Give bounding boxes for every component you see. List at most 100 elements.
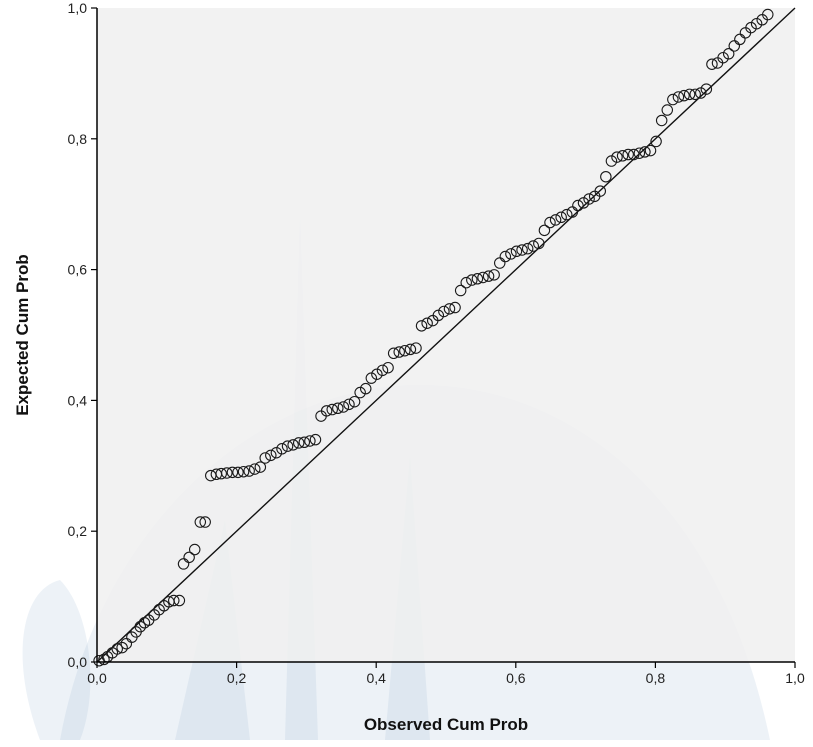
data-point xyxy=(399,344,411,357)
data-point xyxy=(415,320,428,332)
data-point xyxy=(527,240,539,252)
data-point xyxy=(583,193,595,205)
data-point xyxy=(320,405,333,417)
data-point xyxy=(505,248,517,260)
data-point xyxy=(655,114,668,127)
data-point xyxy=(281,440,294,452)
data-point xyxy=(611,151,623,163)
data-point xyxy=(226,466,239,479)
data-point xyxy=(292,437,305,449)
data-point xyxy=(343,398,355,411)
x-tick-label: 0,2 xyxy=(227,670,247,686)
data-point xyxy=(622,148,634,161)
data-point xyxy=(689,88,701,101)
data-point xyxy=(639,146,651,158)
data-point xyxy=(309,433,322,446)
data-point xyxy=(116,641,128,654)
data-point xyxy=(700,83,713,95)
data-point xyxy=(232,466,244,479)
data-point xyxy=(544,216,556,229)
y-tick-label: 0,4 xyxy=(68,392,88,408)
watermark-blob xyxy=(22,580,91,740)
data-point xyxy=(304,435,316,447)
x-tick-label: 0,8 xyxy=(646,670,666,686)
data-point xyxy=(616,150,629,162)
data-point xyxy=(287,439,299,451)
data-point xyxy=(762,8,774,21)
x-tick-label: 1,0 xyxy=(785,670,805,686)
data-point xyxy=(499,250,512,263)
points-layer xyxy=(93,8,774,667)
data-point xyxy=(516,244,528,256)
data-point xyxy=(449,301,461,314)
reference-line-layer xyxy=(96,7,796,663)
data-point xyxy=(460,276,472,289)
data-point xyxy=(221,467,233,479)
data-point xyxy=(98,653,110,666)
data-point xyxy=(168,594,180,607)
x-tick-label: 0,6 xyxy=(506,670,526,686)
data-point xyxy=(628,148,640,161)
data-point xyxy=(376,364,389,377)
x-axis-title: Observed Cum Prob xyxy=(364,715,528,734)
data-point xyxy=(650,135,662,148)
data-point xyxy=(111,643,123,655)
data-point xyxy=(404,343,417,356)
data-point xyxy=(722,48,735,60)
data-point xyxy=(644,144,657,157)
reference-line xyxy=(96,7,796,663)
data-point xyxy=(326,403,338,416)
data-point xyxy=(387,347,400,360)
data-point xyxy=(572,199,584,212)
x-tick-label: 0,0 xyxy=(87,670,107,686)
data-point xyxy=(183,551,195,564)
data-point xyxy=(410,342,422,354)
data-point xyxy=(706,58,718,70)
data-point xyxy=(667,93,679,106)
data-point xyxy=(549,214,562,226)
data-point xyxy=(510,245,523,258)
y-tick-label: 0,2 xyxy=(68,523,88,539)
y-axis-title: Expected Cum Prob xyxy=(13,254,32,416)
data-point xyxy=(188,543,201,556)
data-point xyxy=(678,89,690,102)
data-point xyxy=(173,594,186,607)
data-point xyxy=(488,269,500,281)
data-point xyxy=(538,224,551,237)
y-tick-label: 0,6 xyxy=(68,262,88,278)
data-point xyxy=(521,242,534,255)
data-point xyxy=(382,361,394,374)
data-point xyxy=(337,401,350,413)
data-point xyxy=(276,443,288,455)
data-point xyxy=(348,395,361,408)
y-tick-label: 1,0 xyxy=(68,0,88,16)
data-point xyxy=(254,461,267,473)
data-point xyxy=(482,270,495,282)
data-point xyxy=(454,284,467,297)
data-point xyxy=(560,208,573,221)
data-point xyxy=(477,271,489,284)
data-point xyxy=(215,467,227,480)
data-point xyxy=(533,237,545,250)
data-point xyxy=(199,516,211,528)
data-point xyxy=(359,382,372,395)
data-point xyxy=(594,185,607,197)
data-point xyxy=(332,402,344,414)
data-point xyxy=(438,305,450,318)
data-point xyxy=(471,273,484,285)
data-point xyxy=(421,317,433,329)
data-point xyxy=(661,104,674,116)
data-point xyxy=(555,211,567,224)
data-point xyxy=(683,88,696,101)
data-point xyxy=(237,465,250,478)
data-point xyxy=(600,170,612,183)
y-tick-label: 0,0 xyxy=(68,654,88,670)
y-tick-label: 0,8 xyxy=(68,131,88,147)
data-point xyxy=(443,303,456,315)
data-point xyxy=(298,436,311,449)
data-point xyxy=(393,346,405,358)
data-point xyxy=(249,463,261,475)
data-point xyxy=(672,91,685,103)
